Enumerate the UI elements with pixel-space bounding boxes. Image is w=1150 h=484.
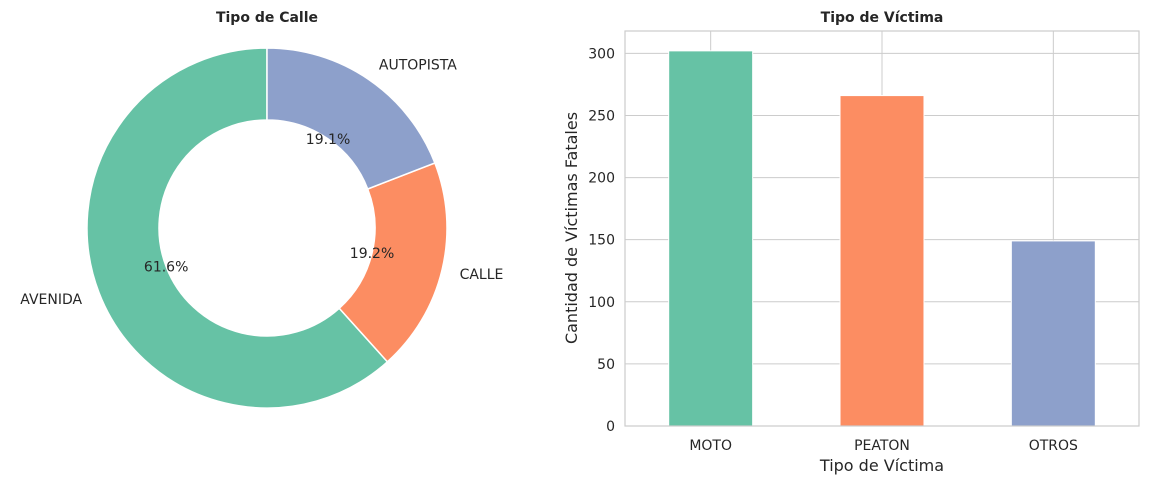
bar-peaton xyxy=(839,95,925,427)
bar-moto xyxy=(668,50,754,427)
donut-chart: Tipo de Calle 61.6% AVENIDA 19.2% CALLE 19.1… xyxy=(20,10,504,409)
x-tick-label: PEATON xyxy=(854,438,910,454)
x-axis-label: Tipo de Víctima xyxy=(819,456,944,475)
y-tick-label: 200 xyxy=(588,171,615,187)
y-tick-label: 300 xyxy=(588,46,615,62)
pie-category-label: AUTOPISTA xyxy=(379,58,457,74)
pie-category-label: AVENIDA xyxy=(20,292,82,308)
pie-category-label: CALLE xyxy=(460,267,504,283)
pie-pct-label: 61.6% xyxy=(144,260,188,276)
pie-slice-avenida xyxy=(86,47,389,409)
bar-title: Tipo de Víctima xyxy=(821,10,944,26)
pie-pct-label: 19.2% xyxy=(350,246,394,262)
x-tick-label: OTROS xyxy=(1029,438,1078,454)
x-tick-label: MOTO xyxy=(689,438,732,454)
y-tick-label: 0 xyxy=(606,419,615,435)
y-axis-label: Cantidad de Víctimas Fatales xyxy=(562,112,581,344)
y-tick-label: 250 xyxy=(588,108,615,124)
pie-title: Tipo de Calle xyxy=(216,10,318,26)
y-tick-label: 150 xyxy=(588,233,615,249)
y-tick-label: 50 xyxy=(597,357,615,373)
plot-frame xyxy=(624,30,1140,427)
bar-otros xyxy=(1010,240,1096,427)
pie-pct-label: 19.1% xyxy=(306,132,350,148)
pie-slice-autopista xyxy=(266,47,436,190)
y-tick-label: 100 xyxy=(588,295,615,311)
